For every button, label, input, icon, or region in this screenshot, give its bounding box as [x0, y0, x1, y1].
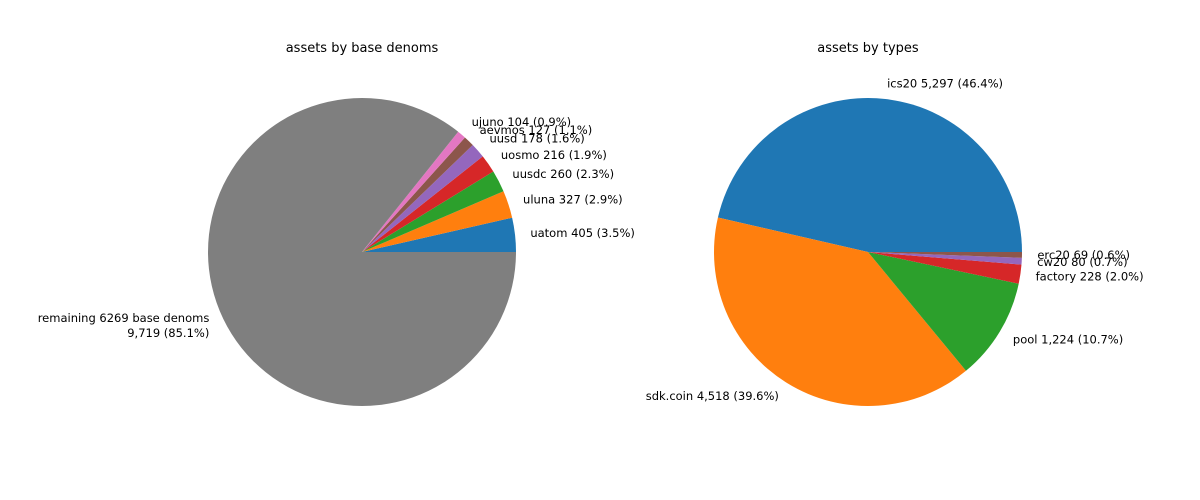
- chart-title-types: assets by types: [817, 41, 919, 56]
- pie-slice-base-denoms-uatom: [362, 217, 516, 252]
- slice-label-base-denoms-uluna: uluna 327 (2.9%): [523, 193, 623, 207]
- slice-label-types-erc20: erc20 69 (0.6%): [1037, 248, 1130, 262]
- slice-label-base-denoms-uusd: uusd 178 (1.6%): [489, 131, 584, 145]
- slice-label-base-denoms-uosmo: uosmo 216 (1.9%): [501, 148, 607, 162]
- slice-label-types-pool: pool 1,224 (10.7%): [1013, 333, 1123, 347]
- pie-slice-base-denoms-uusd: [362, 144, 483, 252]
- pie-slice-types-ics20: [717, 98, 1022, 252]
- slice-label-types-factory: factory 228 (2.0%): [1036, 269, 1144, 283]
- pie-chart-base-denoms: assets by base denoms uatom 405 (3.5%) ul…: [38, 41, 635, 407]
- pie-slice-base-denoms-remaining: [207, 98, 516, 407]
- pie-slice-base-denoms-uusdc: [362, 171, 504, 252]
- slice-label-types-cw20: cw20 80 (0.7%): [1037, 255, 1128, 269]
- slice-label-base-denoms-ujuno: ujuno 104 (0.9%): [472, 115, 572, 129]
- slice-label-types-ics20: ics20 5,297 (46.4%): [887, 77, 1003, 91]
- pie-slice-base-denoms-aevmos: [362, 137, 473, 252]
- slice-label-types-sdk-coin: sdk.coin 4,518 (39.6%): [646, 389, 779, 403]
- pie-slice-base-denoms-uluna: [362, 191, 513, 252]
- pie-slice-types-factory: [868, 252, 1022, 284]
- pie-slice-types-cw20: [868, 252, 1022, 265]
- slice-label-base-denoms-uatom: uatom 405 (3.5%): [530, 226, 635, 240]
- chart-title-base-denoms: assets by base denoms: [286, 41, 439, 56]
- pie-slice-types-pool: [868, 252, 1019, 371]
- pie-chart-types: assets by types ics20 5,297 (46.4%) sdk.c…: [646, 41, 1144, 406]
- pie-slice-types-sdk-coin: [714, 217, 966, 406]
- slice-label-base-denoms-remaining: remaining 6269 base denoms 9,719 (85.1%): [38, 311, 210, 340]
- pie-slice-base-denoms-uosmo: [362, 156, 494, 252]
- slice-label-base-denoms-aevmos: aevmos 127 (1.1%): [480, 123, 593, 137]
- slice-label-base-denoms-uusdc: uusdc 260 (2.3%): [512, 167, 614, 181]
- pie-slice-types-erc20: [868, 252, 1022, 258]
- pie-slice-base-denoms-ujuno: [362, 131, 465, 252]
